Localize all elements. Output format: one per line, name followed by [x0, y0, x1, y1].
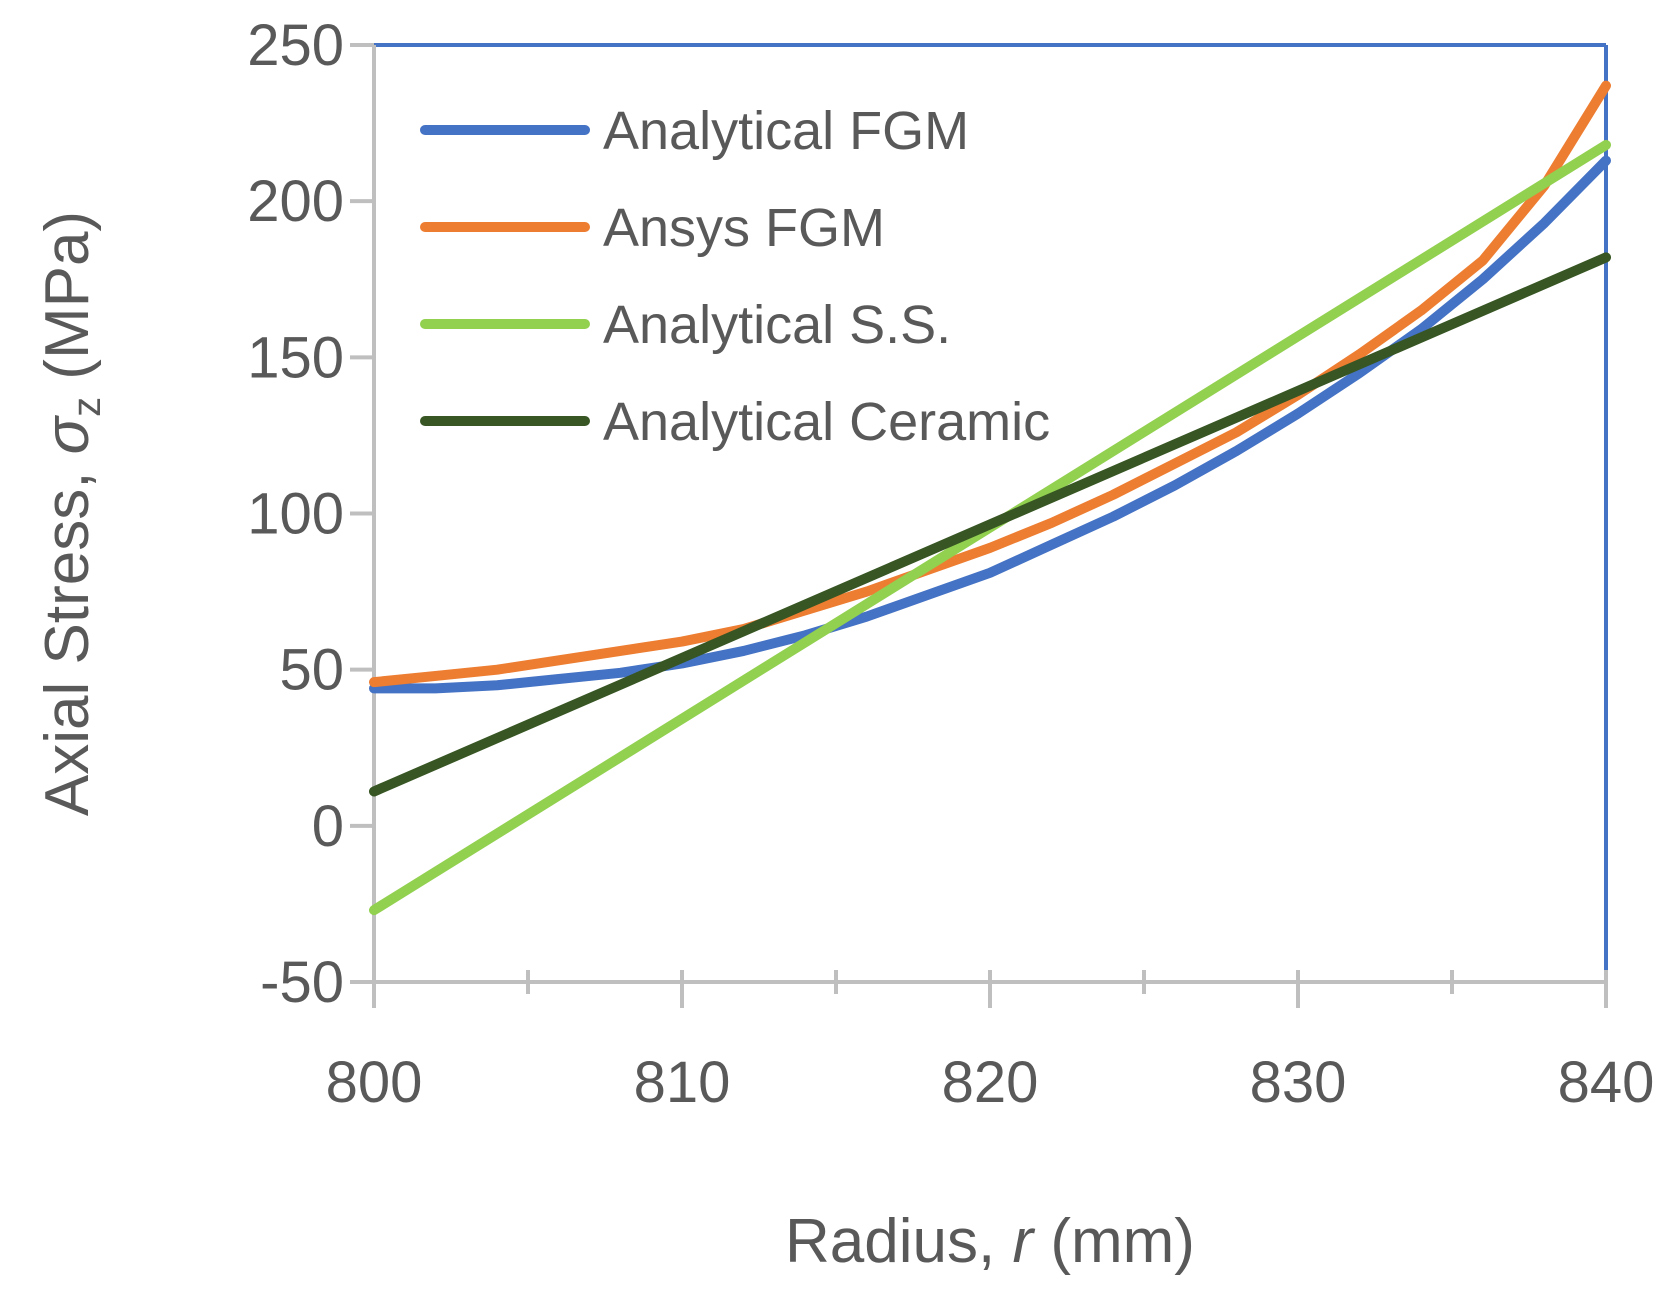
y-tick-label: 0	[312, 794, 344, 859]
x-axis-title: Radius, r (mm)	[785, 1207, 1195, 1276]
y-tick-label: 200	[247, 169, 344, 234]
x-tick-label: 800	[326, 1050, 423, 1115]
y-axis-title: Axial Stress, σz (MPa)	[33, 211, 109, 816]
legend-label: Analytical S.S.	[603, 295, 951, 355]
legend-label: Ansys FGM	[603, 198, 885, 258]
series-line-2	[369, 80, 1611, 688]
y-tick-label: -50	[260, 950, 344, 1015]
plot-frame	[374, 43, 1608, 970]
y-tick-label: 50	[279, 638, 344, 703]
y-tick-label: 100	[247, 482, 344, 547]
legend-label: Analytical FGM	[603, 101, 969, 161]
x-tick-label: 840	[1558, 1050, 1655, 1115]
series-line-4	[369, 252, 1611, 797]
y-tick-label: 150	[247, 325, 344, 390]
legend: Analytical FGM Ansys FGM Analytical S.S. An…	[420, 101, 1050, 452]
axes: -50 0 50 100 150 200 250 800 810 820 830 840	[247, 13, 1654, 1115]
x-tick-label: 810	[634, 1050, 731, 1115]
y-tick-label: 250	[247, 13, 344, 78]
x-tick-label: 820	[942, 1050, 1039, 1115]
legend-label: Analytical Ceramic	[603, 392, 1050, 452]
x-tick-label: 830	[1250, 1050, 1347, 1115]
series-lines	[369, 80, 1611, 916]
